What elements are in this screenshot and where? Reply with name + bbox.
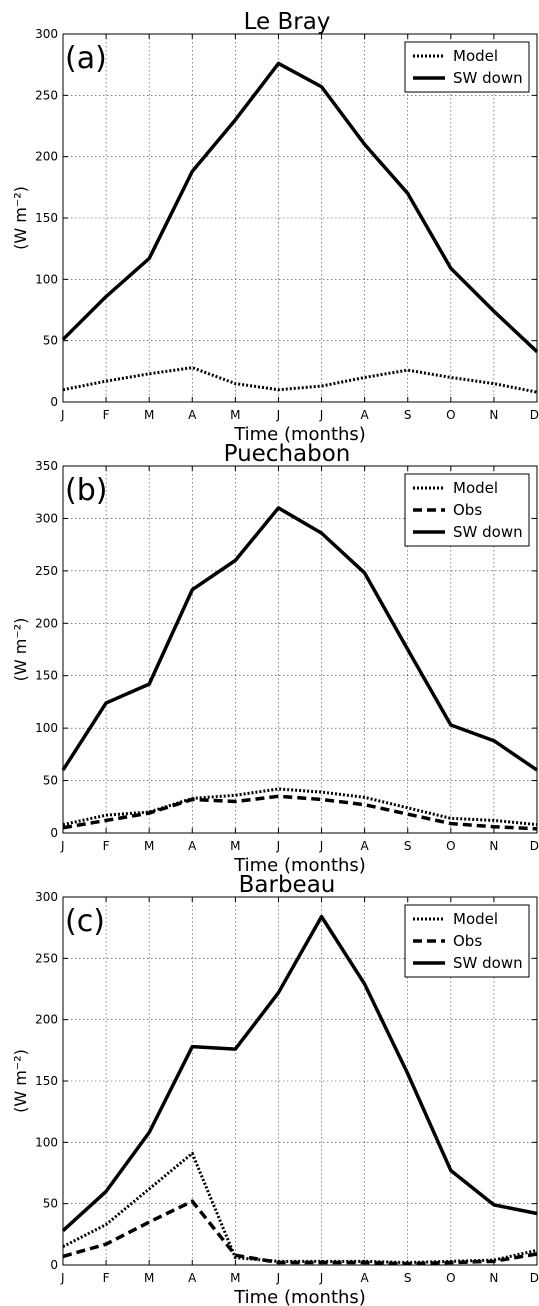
y-tick-label: 300 <box>35 511 58 525</box>
x-tick-label: N <box>489 1271 498 1285</box>
y-tick-label: 300 <box>35 890 58 904</box>
series-line-sw-down <box>61 506 538 772</box>
x-tick-label: M <box>230 1271 240 1285</box>
x-axis-label: Time (months) <box>233 855 366 876</box>
x-tick-label: J <box>60 839 65 853</box>
chart-panel-1: 0 50 100 150 200 250 300 J F M A M J J A S O N D Le Bray Tim… <box>11 9 539 445</box>
legend-label: Model <box>453 479 498 497</box>
x-tick-label: M <box>144 408 154 422</box>
panel-label: (b) <box>65 473 107 508</box>
y-axis-label: (W m⁻²) <box>11 186 30 250</box>
x-tick-label: D <box>530 839 539 853</box>
series-line-model <box>62 787 538 827</box>
x-tick-label: J <box>319 408 324 422</box>
y-tick-label: 300 <box>35 27 58 41</box>
x-tick-label: O <box>446 839 455 853</box>
x-tick-label: F <box>103 408 110 422</box>
y-tick-label: 200 <box>35 1013 58 1027</box>
x-tick-label: S <box>404 839 412 853</box>
legend: Model Obs SW down <box>404 904 530 978</box>
y-tick-label: 0 <box>50 395 58 409</box>
x-tick-label: D <box>530 408 539 422</box>
x-tick-label: O <box>446 1271 455 1285</box>
x-tick-label: D <box>530 1271 539 1285</box>
y-axis-label: (W m⁻²) <box>11 618 30 682</box>
y-tick-label: 200 <box>35 150 58 164</box>
legend-frame <box>404 473 530 547</box>
x-tick-label: S <box>404 408 412 422</box>
x-tick-label: J <box>319 1271 324 1285</box>
y-tick-label: 150 <box>35 1074 58 1088</box>
x-tick-label: J <box>319 839 324 853</box>
x-tick-label: A <box>361 1271 370 1285</box>
y-tick-label: 100 <box>35 1135 58 1149</box>
x-tick-label: M <box>144 839 154 853</box>
chart-panel-3: 0 50 100 150 200 250 300 J F M A M J J A S O N D Barbeau Tim… <box>11 872 539 1306</box>
y-tick-label: 250 <box>35 88 58 102</box>
x-tick-label: J <box>60 408 65 422</box>
y-tick-label: 100 <box>35 272 58 286</box>
series-line-sw-down <box>61 914 538 1232</box>
chart-title: Le Bray <box>244 9 331 35</box>
legend-frame <box>404 904 530 978</box>
panel-label: (a) <box>65 41 107 76</box>
y-tick-label: 150 <box>35 211 58 225</box>
y-tick-label: 0 <box>50 826 58 840</box>
legend: Model Obs SW down <box>404 473 530 547</box>
y-tick-label: 50 <box>43 1197 58 1211</box>
x-tick-label: A <box>188 839 197 853</box>
x-tick-label: M <box>144 1271 154 1285</box>
chart-panel-2: 0 50 100 150 200 250 300 350 J F M A M J J A S O N D Puechab… <box>11 441 539 876</box>
legend-label: SW down <box>453 954 523 972</box>
legend-frame <box>404 41 530 93</box>
series-line-sw-down <box>61 61 539 353</box>
series-line-obs <box>62 794 538 831</box>
y-tick-label: 100 <box>35 721 58 735</box>
x-tick-label: N <box>489 839 498 853</box>
x-tick-label: F <box>103 1271 110 1285</box>
y-tick-label: 150 <box>35 669 58 683</box>
series-line-model <box>62 1151 538 1265</box>
legend-label: SW down <box>453 523 523 541</box>
x-tick-label: A <box>361 408 370 422</box>
chart-title: Puechabon <box>224 441 351 467</box>
legend-label: SW down <box>453 69 523 87</box>
legend-label: Model <box>453 910 498 928</box>
x-tick-label: O <box>446 408 455 422</box>
y-tick-label: 350 <box>35 459 58 473</box>
chart-title: Barbeau <box>239 872 336 898</box>
series-line-model <box>62 366 538 394</box>
legend: Model SW down <box>404 41 530 93</box>
x-tick-label: N <box>489 408 498 422</box>
x-tick-label: S <box>404 1271 412 1285</box>
x-tick-label: A <box>361 839 370 853</box>
x-tick-label: J <box>276 839 281 853</box>
legend-label: Obs <box>453 501 482 519</box>
plot-frame <box>62 465 538 834</box>
panel-label: (c) <box>65 904 105 939</box>
x-tick-label: M <box>230 408 240 422</box>
y-tick-label: 50 <box>43 774 58 788</box>
y-tick-label: 200 <box>35 616 58 630</box>
y-tick-label: 50 <box>43 334 58 348</box>
x-tick-label: A <box>188 1271 197 1285</box>
series-line-obs <box>62 1199 538 1266</box>
y-tick-label: 250 <box>35 564 58 578</box>
x-tick-label: F <box>103 839 110 853</box>
y-tick-label: 0 <box>50 1258 58 1272</box>
x-axis-label: Time (months) <box>233 1287 366 1306</box>
legend-label: Model <box>453 47 498 65</box>
y-tick-label: 250 <box>35 951 58 965</box>
x-tick-label: M <box>230 839 240 853</box>
x-tick-label: J <box>276 408 281 422</box>
x-tick-label: J <box>276 1271 281 1285</box>
x-axis-label: Time (months) <box>233 424 366 445</box>
legend-label: Obs <box>453 932 482 950</box>
y-axis-label: (W m⁻²) <box>11 1049 30 1113</box>
x-tick-label: J <box>60 1271 65 1285</box>
x-tick-label: A <box>188 408 197 422</box>
